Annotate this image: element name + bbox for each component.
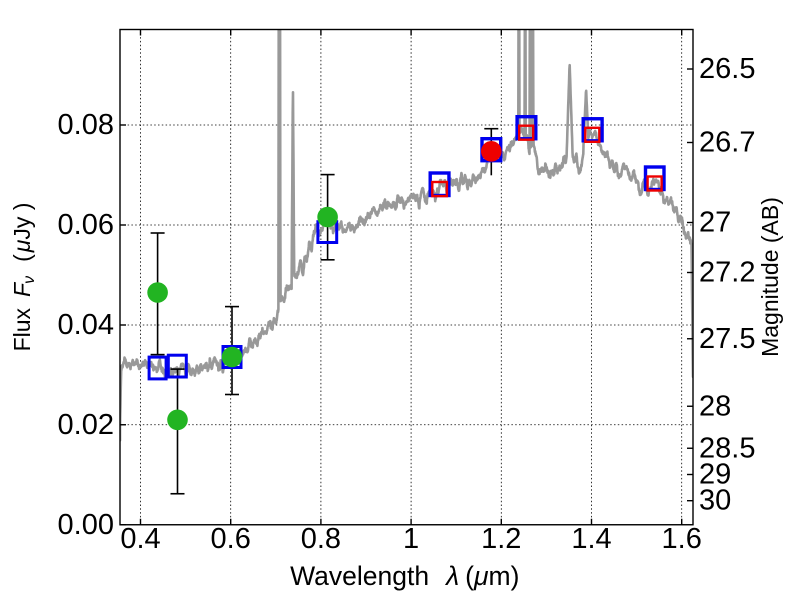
svg-text:0.6: 0.6	[211, 523, 251, 555]
svg-text:1.4: 1.4	[571, 523, 611, 555]
svg-text:0.8: 0.8	[301, 523, 341, 555]
svg-text:27: 27	[699, 207, 731, 239]
svg-text:27.2: 27.2	[699, 257, 755, 289]
svg-text:0.02: 0.02	[58, 409, 114, 441]
svg-text:26.5: 26.5	[699, 53, 755, 85]
svg-text:0.04: 0.04	[58, 309, 114, 341]
svg-text:Magnitude (AB): Magnitude (AB)	[757, 197, 783, 357]
svg-text:1.2: 1.2	[481, 523, 521, 555]
svg-text:30: 30	[699, 485, 731, 517]
svg-text:27.5: 27.5	[699, 323, 755, 355]
svg-text:0.00: 0.00	[58, 509, 114, 541]
svg-text:0.08: 0.08	[58, 109, 114, 141]
svg-text:1.6: 1.6	[662, 523, 702, 555]
svg-text:26.7: 26.7	[699, 127, 755, 159]
svg-text:1: 1	[403, 523, 419, 555]
svg-text:28: 28	[699, 390, 731, 422]
svg-text:0.4: 0.4	[120, 523, 160, 555]
svg-text:0.06: 0.06	[58, 209, 114, 241]
